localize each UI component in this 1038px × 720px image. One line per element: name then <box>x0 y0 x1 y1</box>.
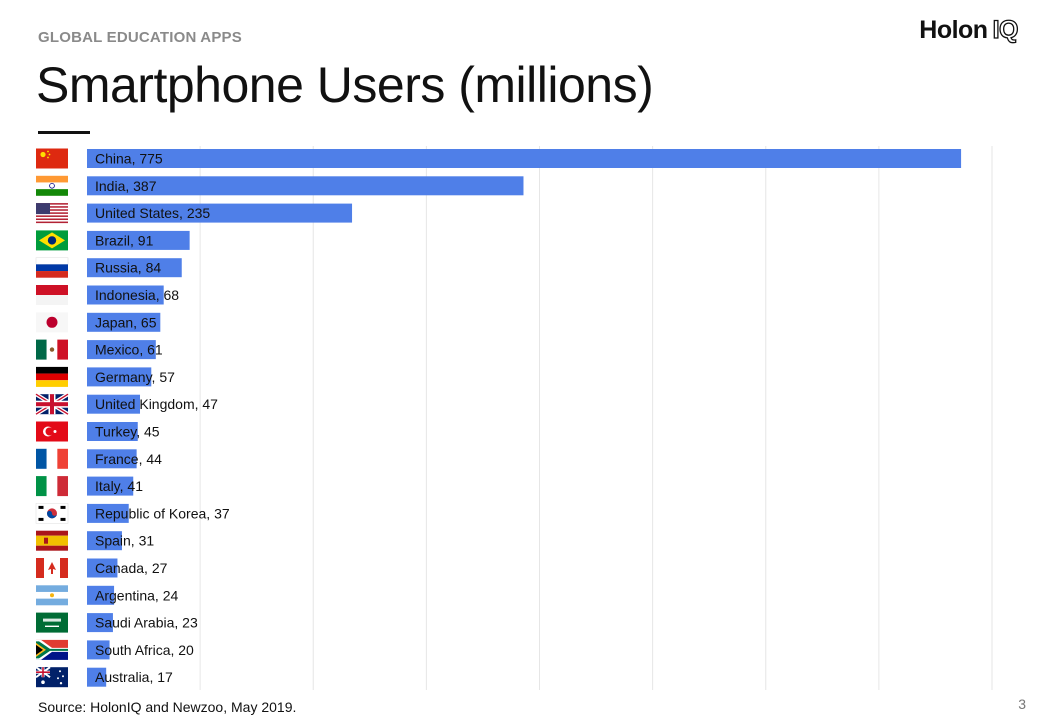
data-label: Russia, 84 <box>95 260 161 276</box>
bar <box>87 422 138 441</box>
bar <box>87 585 115 605</box>
bar <box>87 394 141 414</box>
bar <box>87 449 137 469</box>
logo-iq: IQ <box>992 15 1019 44</box>
united-kingdom-flag-icon <box>34 392 70 416</box>
germany-flag-icon <box>36 366 68 387</box>
brazil-flag-icon <box>36 230 68 251</box>
bar <box>87 340 156 360</box>
data-label: Indonesia, 68 <box>95 287 179 303</box>
data-label: Brazil, 91 <box>95 232 154 248</box>
bar <box>87 503 129 523</box>
spain-flag-icon <box>36 530 68 551</box>
data-label: Japan, 65 <box>95 314 157 330</box>
page-title: Smartphone Users (millions) <box>36 57 654 113</box>
title-underline <box>38 131 90 134</box>
india-flag-icon <box>36 175 68 196</box>
data-label: Canada, 27 <box>95 560 168 576</box>
data-label: South Africa, 20 <box>95 642 194 658</box>
data-label: India, 387 <box>95 178 157 194</box>
data-label: Italy, 41 <box>95 478 143 494</box>
data-label: China, 775 <box>95 151 163 167</box>
source-note: Source: HolonIQ and Newzoo, May 2019. <box>38 699 297 715</box>
south-africa-flag-icon <box>36 639 68 660</box>
republic-of-korea-flag-icon <box>35 503 69 524</box>
argentina-flag-icon <box>36 585 68 606</box>
data-label: Spain, 31 <box>95 533 154 549</box>
japan-flag-icon <box>36 312 68 333</box>
bar <box>87 476 134 496</box>
data-label: Republic of Korea, 37 <box>95 505 230 521</box>
bar <box>87 149 962 168</box>
russia-flag-icon <box>35 257 69 278</box>
data-label: United States, 235 <box>95 205 210 221</box>
bar <box>87 230 190 250</box>
bar <box>87 285 164 305</box>
mexico-flag-icon <box>36 339 68 360</box>
bar <box>87 667 107 687</box>
data-label: Turkey, 45 <box>95 424 160 440</box>
section-kicker: GLOBAL EDUCATION APPS <box>38 29 242 46</box>
data-label: France, 44 <box>95 451 162 467</box>
data-label: Argentina, 24 <box>95 587 178 603</box>
bar <box>87 613 113 633</box>
data-label: Australia, 17 <box>95 669 173 685</box>
turkey-flag-icon <box>36 421 68 442</box>
data-label: United Kingdom, 47 <box>95 396 218 412</box>
saudi-arabia-flag-icon <box>36 612 68 633</box>
logo-wordmark: Holon <box>919 16 988 44</box>
bar <box>87 176 524 196</box>
france-flag-icon <box>36 448 68 469</box>
china-flag-icon <box>36 148 68 169</box>
holoniq-logo: Holon IQ <box>919 15 1019 45</box>
bar <box>87 531 122 551</box>
data-label: Germany, 57 <box>95 369 175 385</box>
bar <box>87 367 152 387</box>
data-label: Mexico, 61 <box>95 342 163 358</box>
bar <box>87 203 353 223</box>
data-label: Saudi Arabia, 23 <box>95 615 198 631</box>
page-number: 3 <box>1018 696 1026 712</box>
italy-flag-icon <box>36 476 68 497</box>
indonesia-flag-icon <box>36 285 68 305</box>
bar <box>87 640 110 660</box>
united-states-flag-icon <box>36 203 68 224</box>
canada-flag-icon <box>36 558 68 578</box>
bar <box>87 558 118 578</box>
bar <box>87 258 182 278</box>
bar <box>87 312 161 332</box>
australia-flag-icon <box>35 666 68 688</box>
